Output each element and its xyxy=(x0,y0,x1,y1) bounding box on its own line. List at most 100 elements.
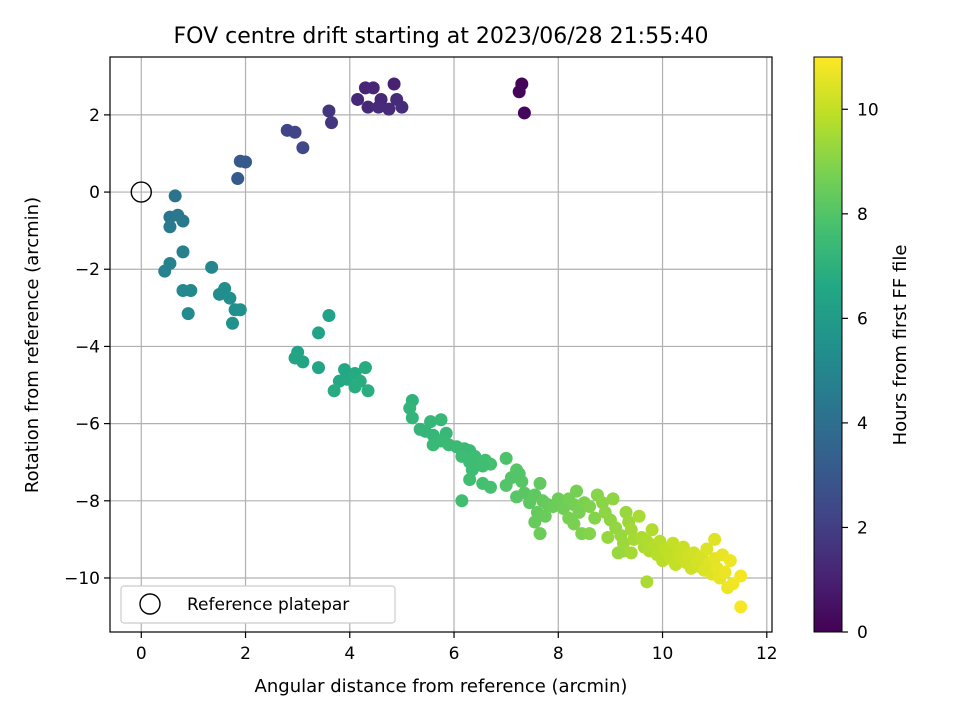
data-point xyxy=(463,473,477,487)
data-point xyxy=(424,415,438,429)
data-points xyxy=(130,77,748,614)
data-point xyxy=(556,502,570,516)
legend-label: Reference platepar xyxy=(187,595,349,615)
colorbar-tick-label: 0 xyxy=(857,623,868,643)
data-point xyxy=(583,500,597,514)
data-point xyxy=(158,264,172,278)
data-point xyxy=(570,484,584,498)
data-point xyxy=(366,81,380,95)
data-point xyxy=(233,303,247,317)
y-tick-label: −10 xyxy=(64,569,100,589)
x-tick-label: 12 xyxy=(756,644,778,664)
x-tick-label: 4 xyxy=(344,644,355,664)
data-point xyxy=(434,413,448,427)
data-point xyxy=(512,85,526,99)
chart-title: FOV centre drift starting at 2023/06/28 … xyxy=(174,24,709,49)
data-point xyxy=(225,316,239,330)
data-point xyxy=(322,309,336,323)
data-point xyxy=(588,511,602,525)
data-point xyxy=(533,476,547,490)
data-point xyxy=(325,116,339,130)
data-point xyxy=(645,523,659,537)
data-point xyxy=(223,291,237,305)
data-point xyxy=(624,546,638,560)
data-point xyxy=(361,100,375,114)
data-point xyxy=(723,554,737,568)
x-tick-label: 6 xyxy=(449,644,460,664)
data-point xyxy=(455,494,469,508)
data-point xyxy=(351,92,365,106)
data-point xyxy=(327,384,341,398)
data-point xyxy=(734,569,748,583)
colorbar-tick-label: 10 xyxy=(857,100,879,120)
data-point xyxy=(322,104,336,118)
y-tick-label: −6 xyxy=(75,415,100,435)
data-point xyxy=(239,155,253,169)
data-point xyxy=(528,515,542,529)
data-point xyxy=(718,565,732,579)
y-tick-label: 2 xyxy=(89,106,100,126)
data-point xyxy=(382,102,396,116)
data-point xyxy=(387,77,401,91)
data-point xyxy=(640,575,654,589)
data-point xyxy=(231,172,245,186)
data-point xyxy=(700,542,714,556)
x-tick-label: 8 xyxy=(553,644,564,664)
data-point xyxy=(583,527,597,541)
colorbar-ticks: 0 2 4 6 8 10 xyxy=(842,100,879,643)
data-point xyxy=(405,411,419,425)
data-point xyxy=(218,282,232,296)
data-point xyxy=(601,530,615,544)
y-axis-label: Rotation from reference (arcmin) xyxy=(22,197,43,493)
data-point xyxy=(395,100,409,114)
data-point xyxy=(533,527,547,541)
y-tick-label: −8 xyxy=(75,492,100,512)
colorbar: 0 2 4 6 8 10 Hours from first FF file xyxy=(813,56,911,643)
x-axis-ticks: 0 2 4 6 8 10 12 xyxy=(136,632,778,664)
data-point xyxy=(176,245,190,259)
data-point xyxy=(734,600,748,614)
y-tick-label: −4 xyxy=(75,337,100,357)
y-tick-label: 0 xyxy=(89,183,100,203)
data-point xyxy=(499,451,513,465)
data-point xyxy=(296,355,310,369)
data-point xyxy=(312,361,326,375)
data-point xyxy=(499,478,513,492)
colorbar-tick-label: 6 xyxy=(857,309,868,329)
y-axis-ticks: 2 0 −2 −4 −6 −8 −10 xyxy=(64,106,110,589)
legend-box xyxy=(120,585,396,624)
x-tick-label: 2 xyxy=(240,644,251,664)
x-axis-label: Angular distance from reference (arcmin) xyxy=(255,676,628,697)
reference-point xyxy=(130,181,152,203)
data-point xyxy=(168,189,182,203)
data-point xyxy=(567,517,581,531)
data-point xyxy=(358,361,372,375)
data-point xyxy=(205,260,219,274)
data-point xyxy=(606,492,620,506)
data-point xyxy=(163,220,177,234)
data-point xyxy=(181,307,195,321)
data-point xyxy=(476,459,490,473)
data-point xyxy=(551,492,565,506)
x-tick-label: 10 xyxy=(652,644,674,664)
data-point xyxy=(517,486,531,500)
colorbar-tick-label: 2 xyxy=(857,518,868,538)
grid-lines xyxy=(110,57,772,632)
plot-frame xyxy=(109,56,773,633)
y-tick-label: −2 xyxy=(75,260,100,280)
data-point xyxy=(176,214,190,228)
data-point xyxy=(371,100,385,114)
data-point xyxy=(708,532,722,546)
data-point xyxy=(538,509,552,523)
data-point xyxy=(632,509,646,523)
data-point xyxy=(184,283,198,297)
data-point xyxy=(512,467,526,481)
data-point xyxy=(312,326,326,340)
data-point xyxy=(361,384,375,398)
data-point xyxy=(517,106,531,120)
colorbar-tick-label: 4 xyxy=(857,414,868,434)
x-tick-label: 0 xyxy=(136,644,147,664)
legend-marker-icon xyxy=(139,593,161,615)
data-point xyxy=(288,125,302,139)
data-point xyxy=(484,480,498,494)
